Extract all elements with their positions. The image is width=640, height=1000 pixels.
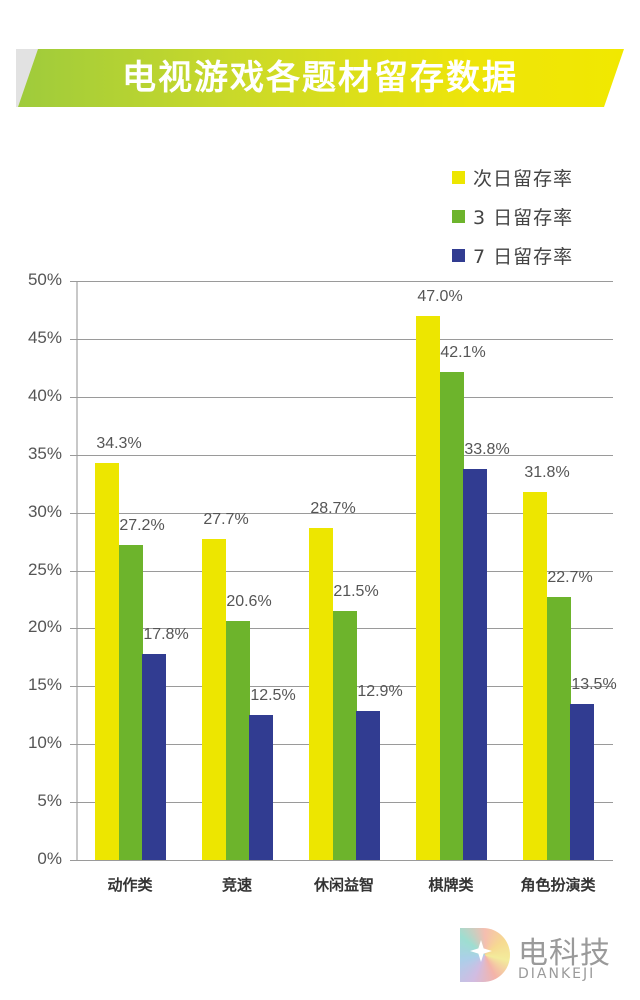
bar-day3 <box>333 611 357 860</box>
x-category-label: 动作类 <box>107 876 153 894</box>
x-category-label: 休闲益智 <box>313 876 374 894</box>
bar-day3 <box>226 621 250 860</box>
logo-text-cn: 电科技 <box>518 936 611 971</box>
gridline <box>70 339 613 340</box>
bar-value-label: 12.9% <box>357 683 403 700</box>
x-category-label: 棋牌类 <box>428 876 474 894</box>
bar-value-label: 47.0% <box>417 288 463 305</box>
bar-value-label: 28.7% <box>310 500 356 517</box>
y-tick-label: 45% <box>27 328 62 347</box>
legend-label: 7 日留存率 <box>473 246 574 268</box>
legend-swatch-day7 <box>452 249 465 262</box>
y-tick-label: 35% <box>27 444 62 463</box>
legend-swatch-next-day <box>452 171 465 184</box>
y-tick-label: 10% <box>27 733 62 752</box>
bar-day7 <box>570 704 594 860</box>
gridline <box>70 860 613 861</box>
bar-next_day <box>309 528 333 860</box>
legend-label: 次日留存率 <box>473 168 574 190</box>
y-tick-label: 20% <box>27 617 62 636</box>
y-tick-label: 15% <box>27 675 62 694</box>
banner-background <box>18 49 624 107</box>
bar-next_day <box>95 463 119 860</box>
bar-value-label: 27.2% <box>119 517 165 534</box>
bar-day7 <box>249 715 273 860</box>
logo: 电科技 DIANKEJI <box>460 928 630 988</box>
gridline <box>70 571 613 572</box>
gridline <box>70 455 613 456</box>
bar-value-label: 33.8% <box>464 441 510 458</box>
x-category-label: 角色扮演类 <box>520 876 596 894</box>
bar-next_day <box>416 316 440 860</box>
legend-swatch-day3 <box>452 210 465 223</box>
bar-next_day <box>523 492 547 860</box>
gridline <box>70 513 613 514</box>
y-tick-label: 50% <box>27 270 62 289</box>
bar-value-label: 12.5% <box>250 687 296 704</box>
bar-value-label: 22.7% <box>547 569 593 586</box>
legend-item-day3: 3 日留存率 <box>452 197 573 236</box>
logo-text-en: DIANKEJI <box>518 966 596 982</box>
x-category-label: 竞速 <box>221 876 252 894</box>
bar-day3 <box>547 597 571 860</box>
y-tick-label: 25% <box>27 560 62 579</box>
gridline <box>70 397 613 398</box>
y-tick-label: 30% <box>27 502 62 521</box>
chart-title: 电视游戏各题材留存数据 <box>122 58 518 98</box>
y-tick-label: 0% <box>37 849 62 868</box>
title-banner: 电视游戏各题材留存数据 <box>0 49 640 107</box>
bar-day7 <box>142 654 166 860</box>
bar-next_day <box>202 539 226 860</box>
bar-day7 <box>463 469 487 860</box>
logo-icon <box>460 928 510 982</box>
bar-day3 <box>440 372 464 860</box>
bar-value-label: 13.5% <box>571 676 617 693</box>
bar-value-label: 42.1% <box>440 344 486 361</box>
gridline <box>70 281 613 282</box>
bar-value-label: 21.5% <box>333 583 379 600</box>
bar-value-label: 27.7% <box>203 511 249 528</box>
bar-value-label: 17.8% <box>143 626 189 643</box>
bar-day3 <box>119 545 143 860</box>
y-tick-label: 5% <box>37 791 62 810</box>
y-tick-label: 40% <box>27 386 62 405</box>
bar-value-label: 31.8% <box>524 464 570 481</box>
bar-value-label: 34.3% <box>96 435 142 452</box>
bar-value-label: 20.6% <box>226 593 272 610</box>
legend-label: 3 日留存率 <box>473 207 574 229</box>
legend: 次日留存率 3 日留存率 7 日留存率 <box>452 158 573 275</box>
legend-item-next-day: 次日留存率 <box>452 158 573 197</box>
bar-day7 <box>356 711 380 860</box>
legend-item-day7: 7 日留存率 <box>452 236 573 275</box>
